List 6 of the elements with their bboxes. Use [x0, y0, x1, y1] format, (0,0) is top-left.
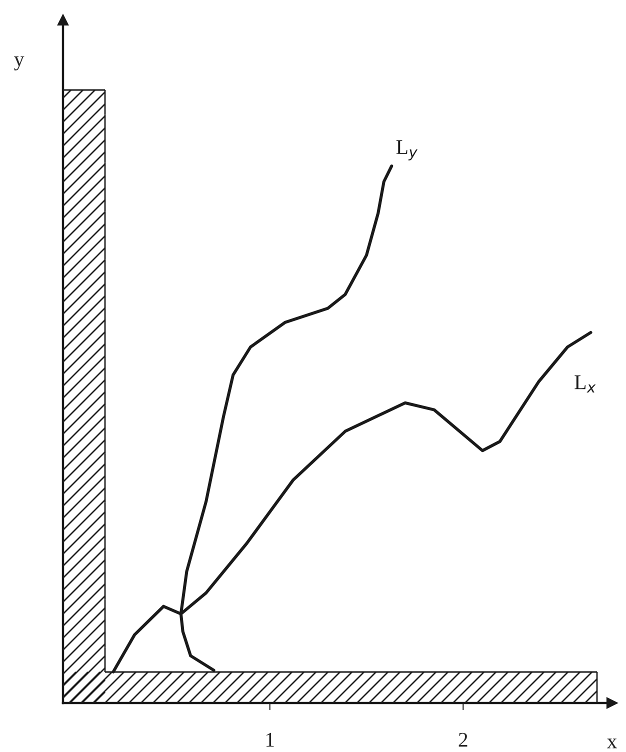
y-axis-title: y	[14, 56, 24, 70]
series-label: L$_{y}$	[396, 140, 418, 160]
x-tick-label: 2	[458, 732, 468, 747]
series-label: L$_{x}$	[574, 375, 596, 392]
x-axis-title: x	[606, 738, 617, 748]
x-tick-label: 1	[266, 732, 274, 747]
